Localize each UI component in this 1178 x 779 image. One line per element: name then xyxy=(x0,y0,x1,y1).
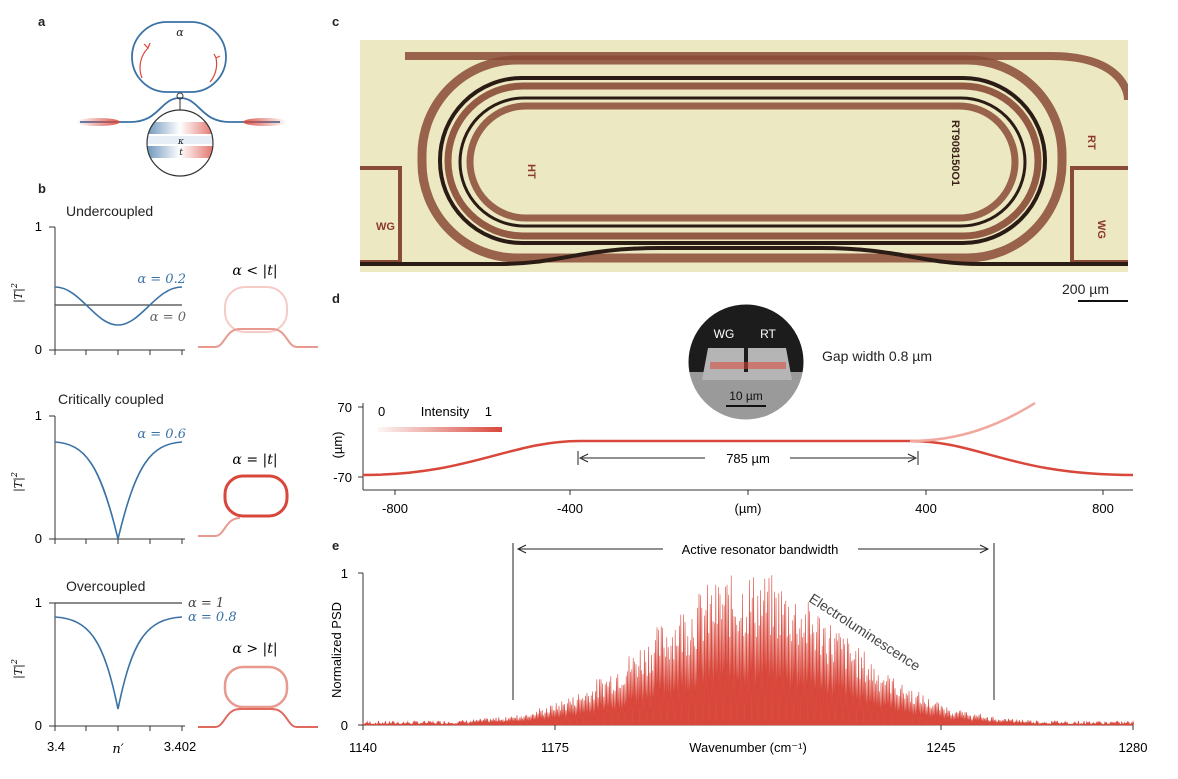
bandwidth-label: Active resonator bandwidth xyxy=(682,542,839,557)
y-axis-unit: (µm) xyxy=(330,432,345,459)
circulation-arrow-left xyxy=(139,47,149,79)
undercoupled-plot: 1 0 |T|2 α = 0.2 α = 0 α < |t| xyxy=(10,219,318,357)
regime-label-critical: α = |t| xyxy=(232,452,277,468)
y-tick-0: 0 xyxy=(35,718,42,733)
y-tick-1: 1 xyxy=(341,566,348,581)
inset-rt-label: RT xyxy=(760,327,776,341)
plot-title-undercoupled: Undercoupled xyxy=(66,203,154,219)
bus-waveguide xyxy=(80,97,280,123)
waveguide-layout-plot: 70 -70 (µm) 0 Intensity 1 785 µm -800 -4… xyxy=(330,400,1134,516)
t-label: t xyxy=(179,148,183,158)
x-axis-label: Wavenumber (cm⁻¹) xyxy=(689,740,807,755)
y-tick-minus70: -70 xyxy=(333,470,352,485)
x-tick-1140: 1140 xyxy=(349,740,377,755)
y-axis-label: |T|2 xyxy=(10,659,26,679)
ht-label: HT xyxy=(525,164,537,179)
plot-title-critically-coupled: Critically coupled xyxy=(58,391,164,407)
intensity-max: 1 xyxy=(485,404,492,419)
alpha-1-label: α = 1 xyxy=(188,596,224,611)
cross-section-inset: WG RT 10 µm xyxy=(687,303,805,421)
regime-label-undercoupled: α < |t| xyxy=(232,263,277,279)
intensity-colorbar xyxy=(378,427,502,432)
intensity-label: Intensity xyxy=(421,404,470,419)
x-tick-minus800: -800 xyxy=(382,501,408,516)
x-tick-1280: 1280 xyxy=(1119,740,1148,755)
regime-label-overcoupled: α > |t| xyxy=(232,641,277,657)
x-axis-label: n′ xyxy=(112,742,123,757)
ring-resonator-schematic: α κ t xyxy=(76,21,287,177)
critically-coupled-plot: 1 0 |T|2 α = 0.6 α = |t| xyxy=(10,408,289,546)
ring-waveguide xyxy=(131,21,227,93)
inset-scale-label: 10 µm xyxy=(729,389,763,403)
chip-id-label: RT908150O1 xyxy=(949,120,961,186)
alpha-0-label: α = 0 xyxy=(150,310,186,325)
overcoupled-plot: 1 0 |T|2 α = 1 α = 0.8 α > |t| 3.4 n′ 3.… xyxy=(10,595,318,757)
y-axis-label: |T|2 xyxy=(10,283,26,303)
y-tick-1: 1 xyxy=(35,408,42,423)
output-light-glow xyxy=(243,118,287,126)
ring-thumbnail-overcoupled xyxy=(198,665,318,728)
panel-letter-d: d xyxy=(332,291,340,306)
ring-waveguide-path xyxy=(909,401,1036,443)
alpha-0.6-label: α = 0.6 xyxy=(137,427,186,442)
panel-letter-c: c xyxy=(332,14,340,29)
y-axis-label: |T|2 xyxy=(10,472,26,492)
intensity-min: 0 xyxy=(378,404,385,419)
panel-letter-b: b xyxy=(38,181,46,196)
alpha-0.2-label: α = 0.2 xyxy=(137,272,186,287)
y-tick-0: 0 xyxy=(35,342,42,357)
y-tick-1: 1 xyxy=(35,595,42,610)
coupling-zoom-inset xyxy=(147,110,213,176)
inset-wg-label: WG xyxy=(714,327,735,341)
alpha-0.8-curve xyxy=(54,616,183,710)
alpha-0.6-curve xyxy=(54,441,183,540)
gap-width-label: Gap width 0.8 µm xyxy=(822,348,933,364)
ring-thumbnail-critical xyxy=(198,474,289,537)
alpha-0.2-curve xyxy=(54,286,183,326)
wg-right-label: WG xyxy=(1095,220,1107,239)
x-tick-1175: 1175 xyxy=(541,740,569,755)
psd-spectrum-trace xyxy=(362,575,1135,726)
kappa-label: κ xyxy=(177,137,184,147)
x-tick-400: 400 xyxy=(915,501,937,516)
x-tick-3.402: 3.402 xyxy=(164,739,197,754)
y-tick-1: 1 xyxy=(35,219,42,234)
scale-bar xyxy=(1078,300,1128,302)
x-tick-800: 800 xyxy=(1092,501,1114,516)
y-tick-0: 0 xyxy=(341,718,348,733)
electroluminescence-spectrum: Active resonator bandwidth 1 0 Normalize… xyxy=(330,542,1148,755)
y-axis-label: Normalized PSD xyxy=(330,602,344,698)
scale-bar-label: 200 µm xyxy=(1062,281,1109,297)
x-tick-3.4: 3.4 xyxy=(47,739,65,754)
circulation-arrow-right xyxy=(209,57,218,83)
ring-thumbnail-undercoupled xyxy=(198,286,318,348)
y-tick-70: 70 xyxy=(338,400,352,415)
alpha-0.8-label: α = 0.8 xyxy=(188,610,237,625)
y-tick-0: 0 xyxy=(35,531,42,546)
input-light-glow xyxy=(76,118,120,126)
x-axis-unit: (µm) xyxy=(735,501,762,516)
wg-left-label: WG xyxy=(376,221,395,233)
alpha-label: α xyxy=(176,26,184,39)
x-tick-1245: 1245 xyxy=(927,740,956,755)
coupling-length-label: 785 µm xyxy=(726,451,770,466)
plot-title-overcoupled: Overcoupled xyxy=(66,578,146,594)
microscope-image: WG WG HT RT RT908150O1 xyxy=(360,40,1128,272)
x-tick-minus400: -400 xyxy=(557,501,583,516)
panel-letter-e: e xyxy=(332,538,340,553)
bus-waveguide-path xyxy=(362,439,1134,477)
panel-letter-a: a xyxy=(38,14,46,29)
rt-label: RT xyxy=(1085,135,1097,150)
